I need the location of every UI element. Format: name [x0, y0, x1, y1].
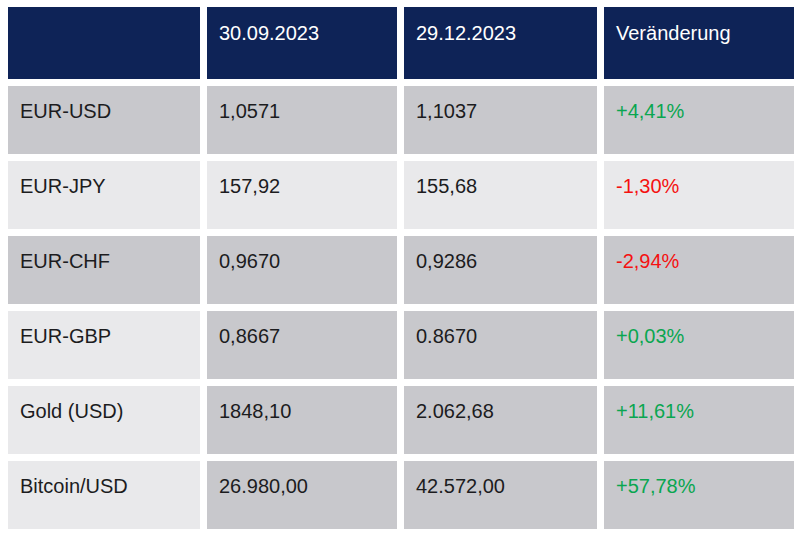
table-body: EUR-USD1,05711,1037+4,41% EUR-JPY157,9215… — [8, 86, 798, 529]
change-cell: +4,41% — [604, 86, 794, 154]
change-cell: +57,78% — [604, 461, 794, 529]
change-cell: +0,03% — [604, 311, 794, 379]
value-start-cell: 0,8667 — [207, 311, 397, 379]
table-row: EUR-CHF0,96700,9286-2,94% — [8, 236, 798, 304]
change-cell: +11,61% — [604, 386, 794, 454]
value-end-cell: 1,1037 — [404, 86, 597, 154]
row-label-cell: EUR-JPY — [8, 161, 200, 229]
value-end-cell: 42.572,00 — [404, 461, 597, 529]
value-end-cell: 0,9286 — [404, 236, 597, 304]
fx-comparison-table: 30.09.2023 29.12.2023 Veränderung EUR-US… — [8, 7, 798, 529]
row-label-cell: EUR-CHF — [8, 236, 200, 304]
value-end-cell: 2.062,68 — [404, 386, 597, 454]
table-row: EUR-JPY157,92155,68-1,30% — [8, 161, 798, 229]
header-cell-empty — [8, 7, 200, 79]
change-cell: -1,30% — [604, 161, 794, 229]
table-row: Bitcoin/USD26.980,0042.572,00+57,78% — [8, 461, 798, 529]
table-header-row: 30.09.2023 29.12.2023 Veränderung — [8, 7, 798, 79]
row-label-cell: EUR-GBP — [8, 311, 200, 379]
change-cell: -2,94% — [604, 236, 794, 304]
value-end-cell: 0.8670 — [404, 311, 597, 379]
table-row: EUR-USD1,05711,1037+4,41% — [8, 86, 798, 154]
row-label-cell: Bitcoin/USD — [8, 461, 200, 529]
row-label-cell: EUR-USD — [8, 86, 200, 154]
financial-comparison-page: 30.09.2023 29.12.2023 Veränderung EUR-US… — [0, 0, 798, 535]
value-end-cell: 155,68 — [404, 161, 597, 229]
value-start-cell: 26.980,00 — [207, 461, 397, 529]
header-cell-date-end: 29.12.2023 — [404, 7, 597, 79]
table-row: EUR-GBP0,86670.8670+0,03% — [8, 311, 798, 379]
value-start-cell: 1,0571 — [207, 86, 397, 154]
value-start-cell: 157,92 — [207, 161, 397, 229]
value-start-cell: 1848,10 — [207, 386, 397, 454]
value-start-cell: 0,9670 — [207, 236, 397, 304]
table-row: Gold (USD)1848,102.062,68+11,61% — [8, 386, 798, 454]
row-label-cell: Gold (USD) — [8, 386, 200, 454]
header-cell-change: Veränderung — [604, 7, 794, 79]
header-cell-date-start: 30.09.2023 — [207, 7, 397, 79]
